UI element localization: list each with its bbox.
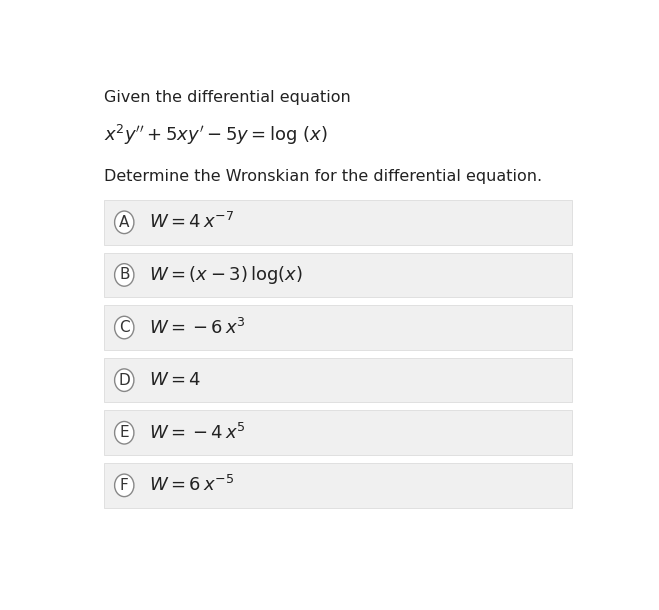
Ellipse shape (115, 211, 134, 234)
Text: E: E (119, 425, 129, 440)
Text: B: B (119, 267, 130, 282)
Text: $x^2y'' + 5xy' - 5y = \log\,(x)$: $x^2y'' + 5xy' - 5y = \log\,(x)$ (104, 123, 328, 146)
FancyBboxPatch shape (104, 200, 571, 245)
Text: A: A (119, 215, 129, 230)
FancyBboxPatch shape (104, 305, 571, 350)
Ellipse shape (115, 474, 134, 497)
FancyBboxPatch shape (104, 463, 571, 508)
FancyBboxPatch shape (104, 253, 571, 297)
Text: $W = -6\,x^{3}$: $W = -6\,x^{3}$ (149, 317, 246, 337)
Ellipse shape (115, 422, 134, 444)
Ellipse shape (115, 369, 134, 392)
Text: D: D (119, 373, 130, 387)
Text: $W = -4\,x^{5}$: $W = -4\,x^{5}$ (149, 423, 246, 443)
Ellipse shape (115, 316, 134, 339)
Text: $W = 4$: $W = 4$ (149, 371, 201, 389)
Text: $W = 6\,x^{-5}$: $W = 6\,x^{-5}$ (149, 475, 234, 495)
FancyBboxPatch shape (104, 411, 571, 455)
Ellipse shape (115, 264, 134, 286)
Text: Determine the Wronskian for the differential equation.: Determine the Wronskian for the differen… (104, 170, 542, 184)
FancyBboxPatch shape (104, 358, 571, 403)
Text: $W = 4\,x^{-7}$: $W = 4\,x^{-7}$ (149, 212, 234, 232)
Text: F: F (120, 478, 129, 493)
Text: $W = (x - 3)\,\log(x)$: $W = (x - 3)\,\log(x)$ (149, 264, 302, 286)
Text: C: C (119, 320, 130, 335)
Text: Given the differential equation: Given the differential equation (104, 90, 351, 105)
